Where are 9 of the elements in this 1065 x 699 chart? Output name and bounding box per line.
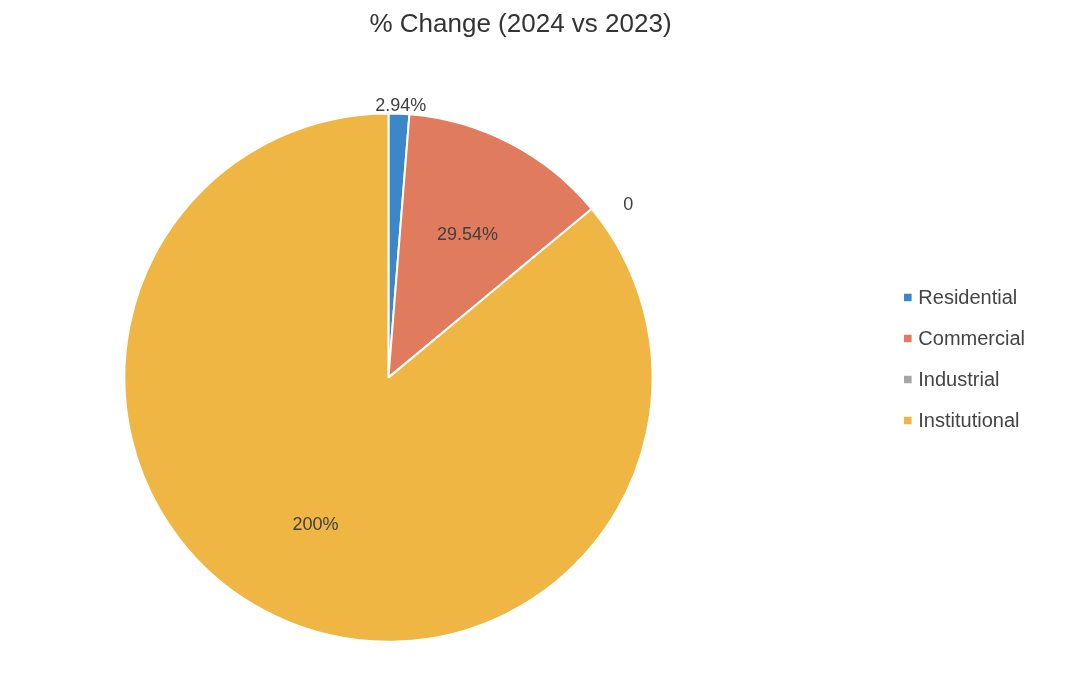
chart-title: % Change (2024 vs 2023) (369, 7, 672, 38)
text: 0 (623, 193, 634, 214)
data-label: 29.54% (436, 224, 499, 245)
legend-label: Residential (918, 285, 1018, 309)
data-label: 2.94% (375, 94, 427, 115)
legend-label: Industrial (918, 367, 1000, 391)
legend-label: Institutional (918, 408, 1020, 432)
data-label: 200% (292, 513, 339, 534)
legend-label: Commercial (918, 326, 1025, 350)
